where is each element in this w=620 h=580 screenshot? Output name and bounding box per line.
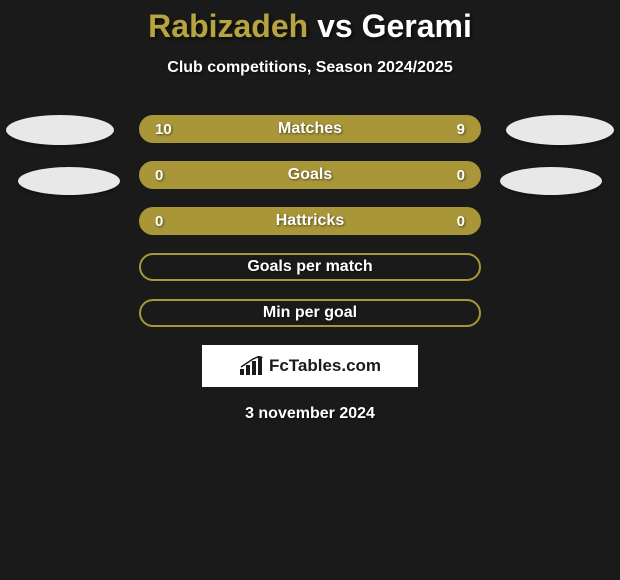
logo-box: FcTables.com bbox=[202, 345, 418, 387]
stat-label: Min per goal bbox=[263, 304, 357, 322]
player1-name: Rabizadeh bbox=[148, 8, 308, 44]
vs-text: vs bbox=[317, 8, 353, 44]
logo-text: FcTables.com bbox=[269, 356, 381, 376]
page-title: Rabizadeh vs Gerami bbox=[0, 8, 620, 45]
player1-badge-2 bbox=[18, 167, 120, 195]
stat-value-right: 9 bbox=[457, 121, 465, 138]
stats-area: 10 Matches 9 0 Goals 0 0 Hattricks 0 Goa… bbox=[0, 115, 620, 327]
stat-row-hattricks: 0 Hattricks 0 bbox=[139, 207, 481, 235]
subtitle: Club competitions, Season 2024/2025 bbox=[0, 59, 620, 77]
stat-value-left: 10 bbox=[155, 121, 172, 138]
stat-label: Hattricks bbox=[276, 212, 344, 230]
stat-label: Goals per match bbox=[247, 258, 372, 276]
stat-value-right: 0 bbox=[457, 213, 465, 230]
stat-row-goals-per-match: Goals per match bbox=[139, 253, 481, 281]
stat-row-goals: 0 Goals 0 bbox=[139, 161, 481, 189]
player2-name: Gerami bbox=[362, 8, 472, 44]
player2-badge-2 bbox=[500, 167, 602, 195]
stat-label: Matches bbox=[278, 120, 342, 138]
stat-row-min-per-goal: Min per goal bbox=[139, 299, 481, 327]
player1-badge-1 bbox=[6, 115, 114, 145]
stat-label: Goals bbox=[288, 166, 332, 184]
stat-rows: 10 Matches 9 0 Goals 0 0 Hattricks 0 Goa… bbox=[139, 115, 481, 327]
chart-icon bbox=[239, 356, 263, 376]
date-text: 3 november 2024 bbox=[0, 405, 620, 423]
player2-badge-1 bbox=[506, 115, 614, 145]
comparison-container: Rabizadeh vs Gerami Club competitions, S… bbox=[0, 0, 620, 423]
stat-row-matches: 10 Matches 9 bbox=[139, 115, 481, 143]
stat-value-left: 0 bbox=[155, 167, 163, 184]
stat-value-right: 0 bbox=[457, 167, 465, 184]
stat-value-left: 0 bbox=[155, 213, 163, 230]
